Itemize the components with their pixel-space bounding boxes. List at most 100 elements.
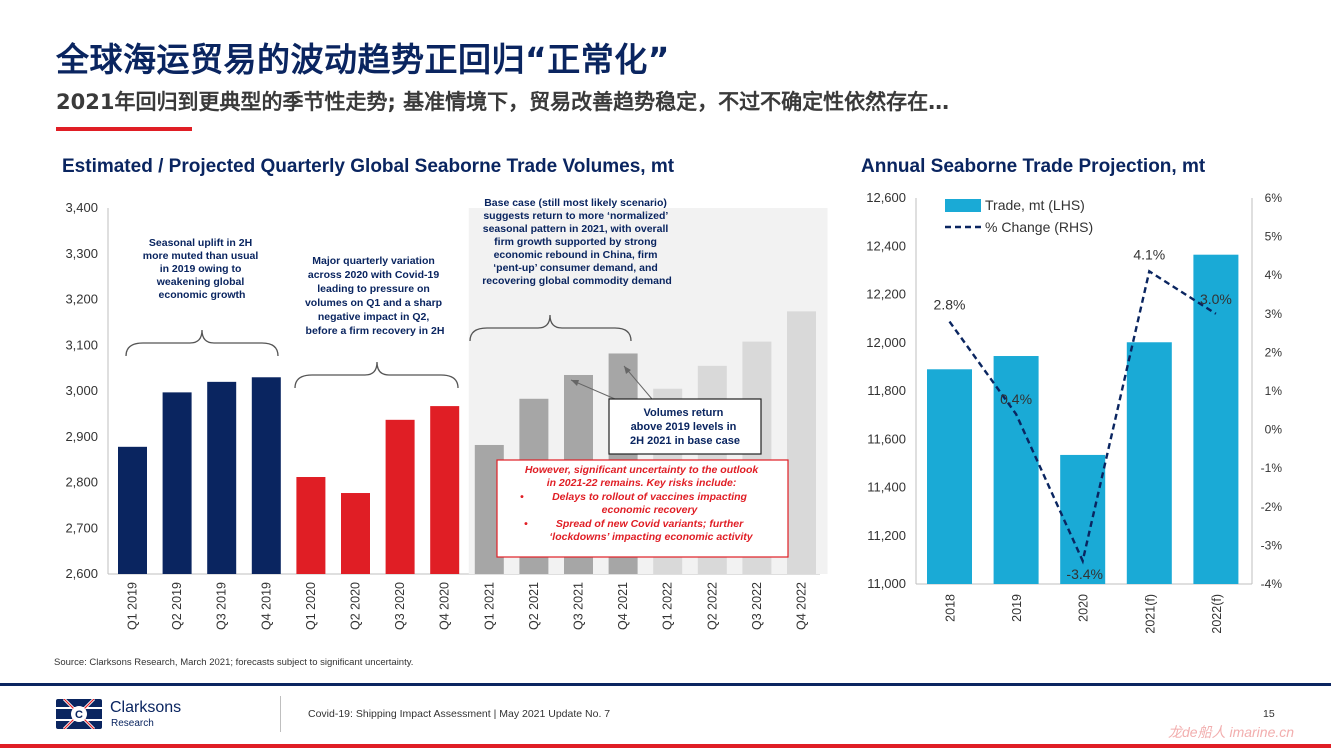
uncertainty-bullet: •	[520, 491, 524, 503]
seasonal-line: in 2019 owing to	[160, 263, 242, 275]
basecase-line: economic rebound in China, firm	[494, 249, 658, 261]
bar-q4-2020	[430, 406, 460, 574]
right-y-right-tick-label: 0%	[1265, 423, 1283, 437]
basecase-line: ‘pent-up’ consumer demand, and	[493, 262, 658, 274]
basecase-line: firm growth supported by strong	[494, 236, 657, 248]
clarksons-logo-icon: C	[56, 699, 102, 729]
seasonal-line: weakening global	[156, 276, 245, 288]
right-y-left-tick-label: 12,200	[866, 287, 906, 302]
quarterly-chart-title: Estimated / Projected Quarterly Global S…	[62, 156, 675, 177]
brace-2021	[469, 314, 632, 342]
legend-trade-label: Trade, mt (LHS)	[985, 197, 1085, 213]
right-x-tick-label: 2019	[1010, 594, 1024, 622]
left-x-tick-label: Q2 2022	[705, 582, 719, 630]
volumes-callout-box	[608, 398, 762, 455]
basecase-line: recovering global commodity demand	[482, 275, 672, 287]
brace-2019	[125, 329, 279, 357]
left-x-tick-label: Q1 2021	[482, 582, 496, 630]
uncertainty-line: ‘lockdowns’ impacting economic activity	[549, 531, 753, 543]
left-x-tick-label: Q1 2020	[304, 582, 318, 630]
footer-divider	[0, 683, 1331, 686]
variation-line: volumes on Q1 and a sharp	[305, 297, 442, 309]
left-x-tick-label: Q3 2020	[393, 582, 407, 630]
page-subtitle: 2021年回归到更典型的季节性走势; 基准情境下，贸易改善趋势稳定，不过不确定性…	[56, 90, 950, 114]
annotation-seasonal: Seasonal uplift in 2H more muted than us…	[143, 237, 261, 301]
uncertainty-line: Spread of new Covid variants; further	[556, 518, 744, 530]
source-note: Source: Clarksons Research, March 2021; …	[54, 657, 414, 668]
right-y-right-tick-label: 1%	[1265, 384, 1283, 398]
bottom-accent-bar	[0, 744, 1331, 748]
page-title: 全球海运贸易的波动趋势正回归“正常化”	[56, 40, 670, 79]
svg-text:C: C	[75, 709, 83, 721]
uncertainty-line: Delays to rollout of vaccines impacting	[552, 491, 747, 503]
right-y-left-tick-label: 11,600	[867, 431, 906, 446]
volumes-line: Volumes return	[644, 407, 724, 419]
annual-bar-2020	[1060, 454, 1106, 584]
brace-2020	[294, 361, 459, 389]
seasonal-line: economic growth	[159, 289, 246, 301]
right-y-right-tick-label: 4%	[1265, 268, 1283, 282]
right-y-left-tick-label: 11,800	[867, 383, 906, 398]
left-x-tick-label: Q1 2022	[661, 582, 675, 630]
right-y-left-tick-label: 12,400	[866, 238, 906, 253]
uncertainty-line: economic recovery	[602, 504, 699, 516]
left-x-tick-label: Q4 2021	[616, 582, 630, 630]
variation-line: across 2020 with Covid-19	[308, 269, 439, 281]
publication-title: Covid-19: Shipping Impact Assessment | M…	[308, 708, 611, 720]
left-x-tick-label: Q1 2019	[126, 582, 140, 630]
annual-bar-2021f	[1126, 342, 1172, 584]
quarterly-trade-chart: 2,600 2,700 2,800 2,900 3,000 3,100 3,200 3,300…	[65, 197, 828, 630]
right-y-right-tick-label: 5%	[1265, 230, 1283, 244]
bar-q2-2019	[162, 392, 192, 574]
right-y-left-tick-label: 12,600	[866, 190, 906, 205]
bar-q1-2019	[118, 446, 147, 574]
left-x-tick-label: Q3 2021	[572, 582, 586, 630]
left-y-tick-label: 3,100	[65, 337, 98, 352]
left-y-tick-label: 2,600	[65, 566, 98, 581]
left-y-tick-label: 3,400	[65, 200, 98, 215]
pct-change-line	[948, 269, 1217, 565]
pct-change-label: 0.4%	[1000, 391, 1032, 407]
right-y-left-tick-label: 12,000	[866, 335, 906, 350]
annual-bar-2019	[993, 356, 1039, 584]
left-y-tick-label: 3,200	[65, 292, 98, 307]
left-x-tick-label: Q2 2020	[349, 582, 363, 630]
annual-chart-title: Annual Seaborne Trade Projection, mt	[861, 156, 1206, 177]
left-y-tick-label: 2,900	[65, 429, 98, 444]
right-y-right-tick-label: -2%	[1261, 500, 1283, 514]
right-x-tick-label: 2020	[1077, 594, 1091, 622]
right-y-right-tick-label: 6%	[1265, 191, 1283, 205]
annual-bar-2018	[927, 369, 972, 584]
left-y-tick-label: 3,300	[65, 246, 98, 261]
annotation-volumes: Volumes return above 2019 levels in 2H 2…	[630, 407, 740, 447]
pct-change-label: 3.0%	[1200, 291, 1232, 307]
basecase-line: Base case (still most likely scenario)	[484, 197, 667, 209]
uncertainty-callout-box	[496, 459, 789, 558]
left-y-tick-label: 2,700	[65, 520, 98, 535]
volumes-line: above 2019 levels in	[631, 421, 737, 433]
watermark: 龙de船人 imarine.cn	[1168, 724, 1295, 740]
annual-bar-2022f	[1193, 254, 1239, 584]
left-x-tick-label: Q4 2022	[795, 582, 809, 630]
right-y-right-tick-label: -4%	[1261, 577, 1283, 591]
left-x-tick-label: Q3 2022	[750, 582, 764, 630]
right-x-tick-label: 2022(f)	[1210, 594, 1224, 634]
uncertainty-line: However, significant uncertainty to the …	[525, 464, 760, 476]
variation-line: leading to pressure on	[317, 283, 430, 295]
variation-line: Major quarterly variation	[312, 255, 435, 267]
volumes-line: 2H 2021 in base case	[630, 435, 740, 447]
left-y-tick-label: 2,800	[65, 475, 98, 490]
bar-q1-2020	[296, 477, 326, 574]
left-x-tick-label: Q2 2021	[527, 582, 541, 630]
bar-q4-2019	[251, 377, 281, 574]
title-underline	[56, 127, 192, 131]
pct-change-label: 4.1%	[1133, 246, 1165, 262]
left-x-tick-label: Q3 2019	[215, 582, 229, 630]
annotation-variation: Major quarterly variation across 2020 wi…	[305, 255, 445, 337]
bar-q3-2019	[207, 381, 237, 574]
annotation-basecase: Base case (still most likely scenario) s…	[482, 197, 672, 287]
annotation-uncertainty: However, significant uncertainty to the …	[520, 464, 761, 543]
left-y-tick-label: 3,000	[65, 383, 98, 398]
right-y-right-tick-label: -1%	[1261, 461, 1283, 475]
bar-q3-2020	[385, 419, 415, 574]
